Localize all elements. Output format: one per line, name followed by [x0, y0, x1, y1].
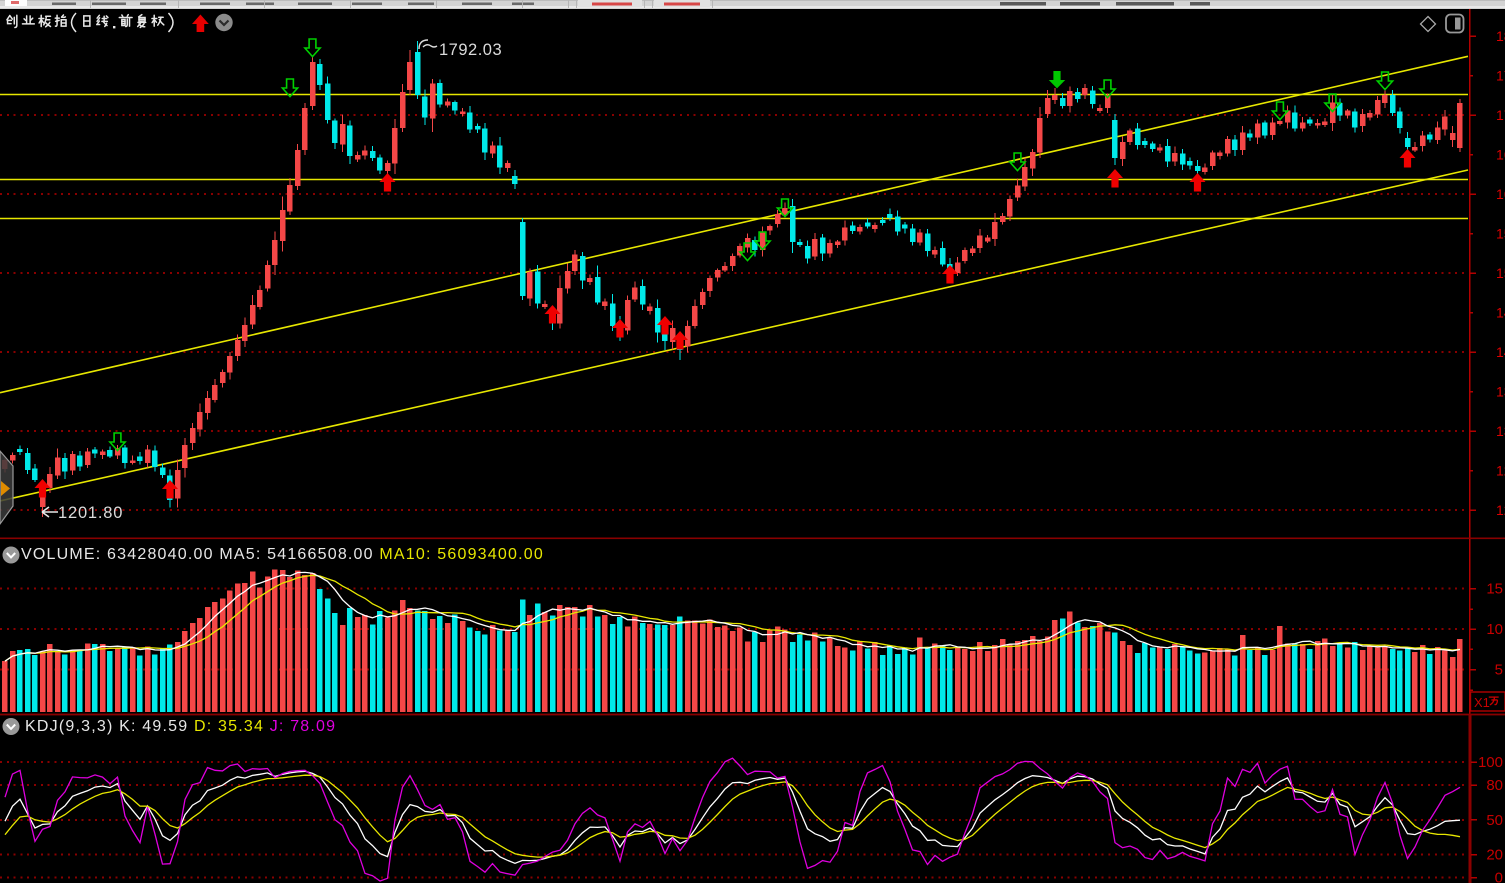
- svg-text:5: 5: [1495, 662, 1503, 679]
- svg-text:1700: 1700: [1496, 107, 1505, 123]
- svg-text:X1: X1: [1474, 695, 1490, 710]
- svg-text:KDJ(9,3,3) K: 49.59 D: 35.34: KDJ(9,3,3) K: 49.59 D: 35.34 J: 78.09: [25, 718, 336, 735]
- svg-text:1792.03: 1792.03: [439, 41, 502, 59]
- svg-text:1750: 1750: [1496, 68, 1505, 84]
- svg-text:1350: 1350: [1496, 384, 1505, 400]
- svg-text:10: 10: [1486, 621, 1503, 638]
- svg-text:1500: 1500: [1496, 265, 1505, 281]
- svg-text:1600: 1600: [1496, 186, 1505, 202]
- svg-text:1800: 1800: [1496, 28, 1505, 44]
- svg-text:1650: 1650: [1496, 147, 1505, 163]
- svg-text:1200: 1200: [1496, 502, 1505, 518]
- svg-text:1250: 1250: [1496, 463, 1505, 479]
- svg-text:VOLUME: 63428040.00 MA5: 5416: VOLUME: 63428040.00 MA5: 54166508.00 MA1…: [21, 546, 544, 563]
- svg-text:1300: 1300: [1496, 423, 1505, 439]
- svg-text:80: 80: [1486, 777, 1503, 794]
- svg-text:1201.80: 1201.80: [58, 504, 123, 522]
- svg-text:0: 0: [1495, 870, 1503, 883]
- svg-text:50: 50: [1486, 812, 1503, 829]
- svg-text:20: 20: [1486, 846, 1503, 863]
- svg-text:15: 15: [1486, 581, 1503, 598]
- svg-text:100: 100: [1478, 754, 1503, 771]
- svg-text:1550: 1550: [1496, 226, 1505, 242]
- svg-text:1450: 1450: [1496, 305, 1505, 321]
- svg-text:1400: 1400: [1496, 344, 1505, 360]
